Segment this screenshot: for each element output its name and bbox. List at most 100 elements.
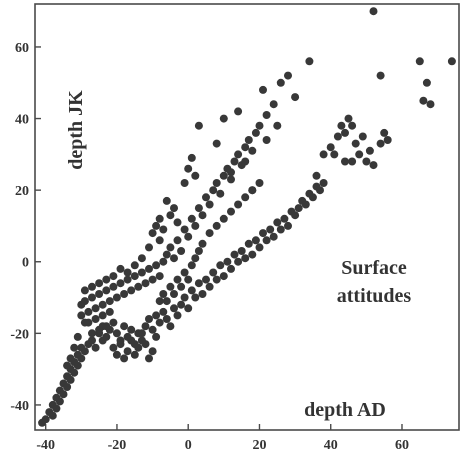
x-tick-label: 60 bbox=[395, 438, 409, 453]
scatter-point bbox=[155, 318, 164, 327]
scatter-point bbox=[223, 257, 232, 266]
scatter-point bbox=[137, 329, 146, 338]
scatter-point bbox=[202, 193, 210, 202]
scatter-point bbox=[301, 200, 310, 209]
annotation-line-1: Surface bbox=[341, 257, 407, 279]
scatter-point bbox=[180, 179, 189, 187]
scatter-point bbox=[191, 171, 200, 180]
scatter-point bbox=[194, 121, 203, 130]
y-tick-label: 60 bbox=[15, 41, 29, 56]
scatter-point bbox=[66, 375, 75, 384]
x-tick-label: -40 bbox=[36, 438, 55, 453]
scatter-point bbox=[148, 275, 157, 284]
scatter-point bbox=[376, 139, 385, 148]
scatter-point bbox=[70, 343, 79, 352]
scatter-point bbox=[105, 307, 114, 316]
scatter-point bbox=[248, 250, 257, 259]
scatter-point bbox=[227, 207, 235, 216]
scatter-point bbox=[91, 343, 100, 352]
scatter-point bbox=[141, 322, 150, 331]
scatter-point bbox=[145, 264, 153, 273]
scatter-point bbox=[284, 71, 292, 80]
scatter-point bbox=[330, 150, 339, 159]
scatter-point bbox=[155, 214, 164, 223]
scatter-point bbox=[187, 261, 196, 270]
scatter-point bbox=[137, 268, 146, 277]
annotation-line-2: attitudes bbox=[337, 285, 412, 307]
scatter-point bbox=[234, 257, 243, 266]
scatter-point bbox=[276, 225, 285, 234]
y-tick-label: 20 bbox=[15, 184, 29, 199]
scatter-point bbox=[159, 257, 168, 266]
scatter-point bbox=[202, 275, 210, 284]
scatter-point bbox=[341, 128, 349, 137]
scatter-point bbox=[112, 329, 121, 338]
scatter-point bbox=[319, 179, 328, 187]
scatter-point bbox=[134, 282, 143, 291]
scatter-point bbox=[120, 354, 129, 363]
scatter-point bbox=[159, 290, 168, 298]
scatter-point bbox=[284, 221, 292, 230]
x-tick-label: 20 bbox=[252, 438, 266, 453]
scatter-point bbox=[145, 315, 153, 323]
scatter-point bbox=[155, 272, 164, 281]
scatter-point bbox=[358, 132, 367, 141]
scatter-point bbox=[219, 272, 228, 281]
scatter-point bbox=[152, 221, 161, 230]
scatter-point bbox=[130, 272, 139, 281]
scatter-point bbox=[308, 193, 317, 202]
scatter-point bbox=[59, 390, 68, 399]
scatter-point bbox=[95, 279, 104, 288]
scatter-point bbox=[166, 243, 175, 252]
scatter-point bbox=[209, 268, 218, 277]
scatter-point bbox=[237, 247, 246, 255]
scatter-point bbox=[280, 214, 289, 223]
scatter-point bbox=[52, 404, 61, 413]
scatter-point bbox=[177, 282, 186, 291]
scatter-point bbox=[148, 325, 157, 334]
scatter-point bbox=[355, 150, 364, 159]
scatter-point bbox=[205, 229, 214, 238]
scatter-point bbox=[198, 290, 207, 298]
scatter-point bbox=[66, 354, 75, 363]
scatter-point bbox=[269, 232, 278, 241]
scatter-point bbox=[262, 111, 271, 119]
scatter-point bbox=[187, 214, 196, 223]
scatter-point bbox=[241, 193, 250, 202]
scatter-point bbox=[159, 225, 168, 234]
scatter-point bbox=[116, 340, 125, 349]
scatter-point bbox=[415, 57, 424, 66]
scatter-point bbox=[180, 225, 189, 234]
scatter-point bbox=[148, 229, 157, 238]
scatter-point bbox=[365, 146, 374, 155]
scatter-point bbox=[116, 264, 125, 273]
scatter-point bbox=[230, 250, 239, 259]
scatter-point bbox=[244, 239, 253, 248]
scatter-point bbox=[262, 236, 271, 245]
y-tick-label: -20 bbox=[10, 327, 29, 342]
scatter-point bbox=[333, 132, 342, 141]
scatter-point bbox=[120, 322, 129, 331]
scatter-point bbox=[341, 157, 349, 166]
scatter-point bbox=[73, 332, 82, 341]
scatter-point bbox=[109, 282, 118, 291]
scatter-point bbox=[84, 307, 93, 316]
scatter-point bbox=[216, 189, 225, 198]
scatter-point bbox=[166, 211, 175, 220]
scatter-point bbox=[212, 179, 221, 187]
scatter-point bbox=[162, 250, 171, 259]
scatter-point bbox=[362, 157, 371, 166]
scatter-point bbox=[316, 186, 324, 195]
scatter-point bbox=[259, 229, 267, 238]
scatter-point bbox=[251, 128, 260, 137]
scatter-point bbox=[152, 332, 161, 341]
scatter-point bbox=[255, 179, 264, 187]
scatter-point bbox=[145, 354, 153, 363]
y-tick-label: 0 bbox=[22, 256, 29, 271]
scatter-point bbox=[109, 318, 118, 327]
scatter-point bbox=[88, 336, 96, 345]
scatter-point bbox=[348, 157, 357, 166]
scatter-point bbox=[212, 275, 221, 284]
scatter-point bbox=[227, 168, 235, 177]
scatter-point bbox=[351, 139, 360, 148]
